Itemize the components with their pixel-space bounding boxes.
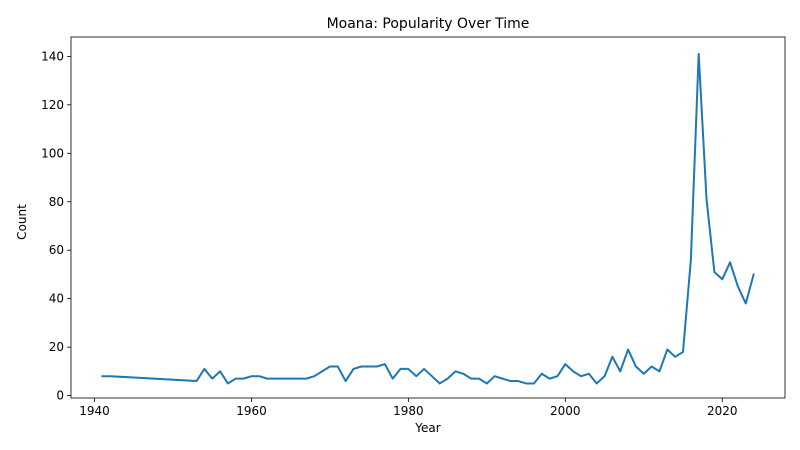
series-line-0 [101,52,755,385]
y-axis: 0 20 40 60 80 100 120 140 [41,49,71,403]
y-tick-label: 80 [49,195,64,209]
x-axis: 1940 1960 1980 2000 2020 [79,398,738,418]
y-tick-label: 100 [41,146,64,160]
x-tick-label: 1980 [393,404,424,418]
y-tick-label: 20 [49,340,64,354]
x-tick-label: 2000 [550,404,581,418]
y-tick-label: 60 [49,243,64,257]
y-tick-label: 140 [41,49,64,63]
y-tick-label: 120 [41,98,64,112]
x-tick-label: 2020 [707,404,738,418]
chart-title: Moana: Popularity Over Time [327,16,530,32]
plot-area [70,36,786,399]
y-tick-label: 40 [49,292,64,306]
y-axis-title: Count [15,204,29,240]
x-axis-title: Year [414,421,440,435]
axes-frame [70,36,786,399]
x-tick-label: 1960 [236,404,267,418]
x-tick-label: 1940 [79,404,110,418]
y-tick-label: 0 [56,389,64,403]
